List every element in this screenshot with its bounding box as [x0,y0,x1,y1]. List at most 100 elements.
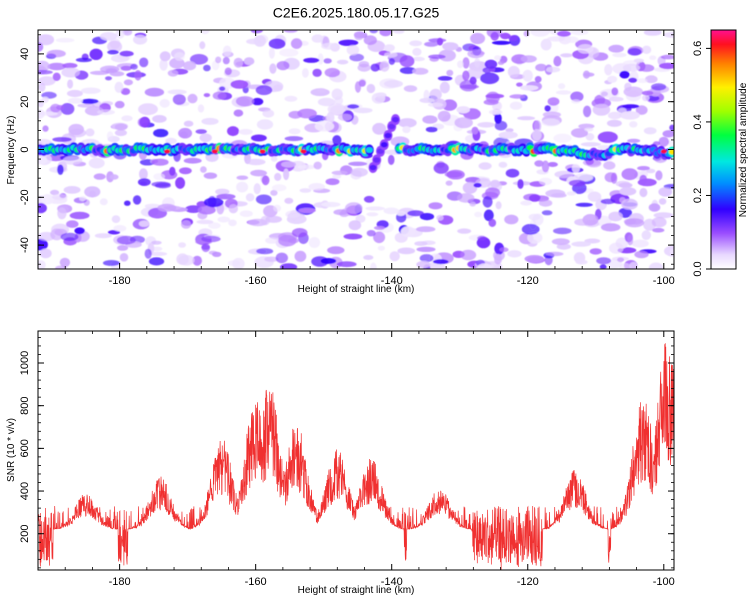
spectrogram-cell [399,55,415,68]
spectrogram-cell [509,94,525,99]
snr-y-ticks: 200 400 600 800 1000 [19,337,674,569]
spectrogram-cell [245,193,255,202]
y-tick-label: 400 [19,482,31,500]
spectrogram-cell [412,67,429,75]
spectrogram-cell [608,44,624,53]
spectrogram-cell [437,76,453,81]
spectrogram-cell [546,66,561,73]
spectrogram-cell [216,193,236,200]
spectrogram-cell [565,36,579,43]
spectrogram-cell [551,238,570,246]
spectrogram-cell [38,99,44,108]
spectrogram-cell [627,234,634,246]
spectrogram-cell [462,70,470,81]
spectrogram-cell [274,172,282,181]
spectrogram-cell [416,246,436,252]
spectrogram-cell [642,94,650,102]
spectrogram-heatmap [38,30,674,269]
colorbar-tick-label: 0.4 [692,114,704,129]
colorbar-gradient [710,29,737,270]
spectrogram-cell [469,201,476,207]
spectrogram-cell [547,36,566,42]
spectrogram-cell [157,203,177,212]
spectrogram-cell [383,44,395,52]
spectrogram-cell [201,235,221,243]
spectrogram-cell [532,213,544,226]
spectrogram-cell [179,167,192,175]
spectrogram-cell [547,162,558,167]
spectrogram-cell [276,61,290,71]
spectrogram-cell [387,154,395,165]
spectrogram-cell [262,109,275,118]
spectrogram-cell [610,172,618,184]
spectrogram-cell [199,133,212,143]
carrier-cell [377,148,384,154]
spectrogram-cell [494,120,508,131]
spectrogram-cell [488,218,497,227]
spectrogram-cell [629,261,638,269]
spectrogram-cell [228,204,238,214]
spectrogram-cell [233,109,244,117]
spectrogram-cell [284,136,304,142]
y-tick-label: 1000 [19,351,31,375]
spectrogram-cell [151,181,171,188]
spectrogram-cell [233,57,244,68]
spectrogram-cell [253,183,261,195]
spectrogram-cell [153,128,169,138]
spectrogram-cell [228,219,237,227]
spectrogram-cell [624,218,645,228]
spectrogram-cell [571,241,591,247]
spectrogram-cell [139,168,148,181]
spectrogram-cell [566,191,576,196]
spectrogram-cell [261,175,270,186]
spectrogram-cell [290,38,303,49]
spectrogram-cell [251,134,267,142]
spectrogram-cell [197,205,216,215]
spectrogram-cell [196,219,214,225]
spectrogram-cell [430,266,449,269]
spectrogram-cell [354,81,362,93]
spectrogram-cell [538,199,553,207]
spectrogram-cell [313,161,322,170]
spectrogram-cell [167,69,179,77]
spectrogram-cell [592,103,611,116]
spectrogram-cell [607,75,618,83]
spectrogram-cell [298,207,316,214]
spectrogram-cell [553,55,562,67]
spectrogram-cell [148,257,165,266]
spectrogram-cell [643,30,662,36]
spectrogram-cell [655,170,663,181]
spectrogram-cell [611,87,619,96]
spectrogram-cell [270,189,278,196]
spectrogram-cell [629,121,638,128]
spectrogram-cell [398,118,417,128]
spectrogram-cell [641,230,651,241]
spectrogram-cell [110,174,119,180]
spectrogram-cell [133,34,148,45]
spectrogram-cell [363,35,377,46]
spectrogram-cell [485,187,501,198]
spectrogram-cell [454,117,473,129]
spectrogram-cell [660,54,674,60]
spectrogram-cell [505,168,520,178]
spectrogram-cell [343,233,363,240]
spectrogram-cell [560,53,573,58]
spectrogram-cell [379,30,392,37]
spectrogram-cell [121,115,133,122]
spectrogram-cell [623,86,644,98]
spectrogram-cell [346,44,360,56]
spectrogram-cell [256,248,274,255]
spectrogram-cell [134,70,142,81]
spectrogram-cell [584,238,601,244]
spectrogram-cell [438,49,456,62]
spectrogram-cell [541,118,560,127]
spectrogram-cell [609,242,624,254]
spectrogram-cell [253,35,266,47]
spectrogram-cell [507,65,520,78]
spectrogram-cell [498,161,508,168]
spectrogram-cell [467,49,485,59]
spectrogram-cell [474,211,482,218]
spectrogram-cell [317,88,327,93]
spectrogram-cell [428,54,446,59]
spectrogram-cell [568,179,586,187]
